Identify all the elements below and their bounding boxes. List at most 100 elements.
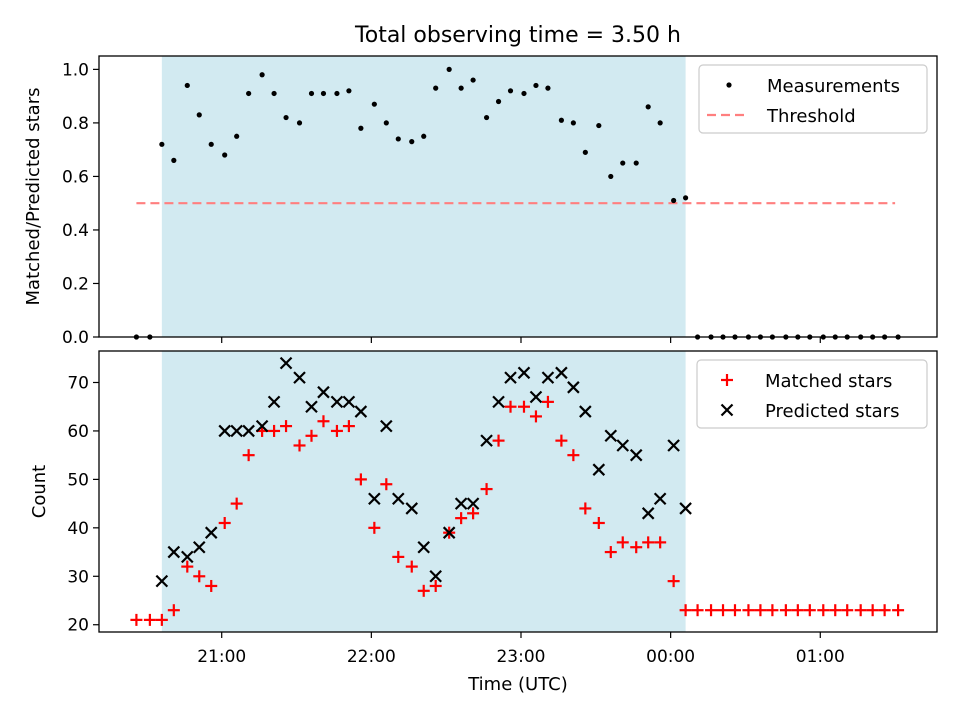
x-stroke <box>629 448 643 462</box>
x-stroke <box>380 419 393 433</box>
y-tick-label: 20 <box>67 616 89 636</box>
data-point <box>779 604 792 617</box>
x-stroke <box>417 540 431 554</box>
legend-label: Measurements <box>767 76 900 97</box>
data-point <box>192 540 206 554</box>
x-stroke <box>517 366 531 380</box>
data-point <box>380 478 393 491</box>
data-point <box>296 120 303 126</box>
x-stroke <box>529 390 543 404</box>
data-point <box>442 526 456 539</box>
x-stroke <box>342 395 356 409</box>
data-point <box>467 507 480 520</box>
data-point <box>218 516 231 529</box>
data-point <box>181 560 194 573</box>
data-point <box>567 381 580 394</box>
y-axis-label: Count <box>29 465 50 518</box>
x-tick-label: 21:00 <box>197 647 246 667</box>
data-point <box>570 120 576 126</box>
data-point <box>620 160 626 166</box>
data-point <box>521 90 527 97</box>
y-tick-label: 0.8 <box>62 114 89 134</box>
data-point <box>492 434 505 447</box>
data-point <box>234 133 240 139</box>
data-point <box>429 570 442 583</box>
data-point <box>305 429 318 442</box>
data-point <box>633 160 639 166</box>
legend-label: Predicted stars <box>765 401 899 422</box>
data-point <box>155 613 168 626</box>
data-point <box>817 604 830 617</box>
data-point <box>866 604 879 617</box>
x-stroke <box>541 371 555 384</box>
data-point <box>167 604 180 617</box>
data-point <box>259 72 265 78</box>
data-point <box>791 604 804 617</box>
x-tick-label: 23:00 <box>496 647 545 667</box>
data-point <box>205 579 218 592</box>
x-stroke <box>466 497 480 510</box>
x-stroke <box>555 366 568 380</box>
data-point <box>642 536 655 549</box>
data-point <box>346 88 352 94</box>
data-point <box>567 449 580 462</box>
legend-box <box>696 359 928 429</box>
data-point <box>629 448 643 462</box>
x-stroke <box>405 502 419 515</box>
data-point <box>691 604 704 617</box>
count-panel: 20 30 40 50 60 70 21:00 22:00 23:00 00:00 01:00 Cou… <box>29 350 938 667</box>
data-point <box>421 133 427 139</box>
x-tick-label: 01:00 <box>796 647 845 667</box>
x-tick-label: 00:00 <box>646 647 695 667</box>
x-stroke <box>429 570 442 583</box>
data-point <box>268 424 281 437</box>
data-point <box>604 546 617 559</box>
x-stroke <box>720 403 734 417</box>
data-point <box>392 550 405 563</box>
data-point <box>317 415 330 428</box>
x-stroke <box>604 429 618 443</box>
data-point <box>446 66 452 72</box>
data-point <box>334 90 340 97</box>
data-point <box>159 141 165 147</box>
x-stroke <box>442 526 456 539</box>
data-point <box>728 604 741 617</box>
data-point <box>483 114 490 121</box>
data-point <box>829 604 842 617</box>
data-point <box>529 410 542 423</box>
data-point <box>766 604 779 617</box>
data-point <box>841 604 854 617</box>
data-point <box>455 512 468 525</box>
data-point <box>742 604 755 617</box>
x-stroke <box>579 405 592 418</box>
data-point <box>196 112 202 118</box>
data-point <box>616 536 629 549</box>
data-point <box>671 197 677 204</box>
data-point <box>330 424 343 437</box>
legend-box <box>698 64 928 134</box>
chart-title: Total observing time = 3.50 h <box>354 23 681 48</box>
data-point <box>171 157 177 163</box>
y-tick-label: 0.0 <box>62 328 89 348</box>
data-point <box>230 497 243 510</box>
data-point <box>208 141 214 147</box>
data-point <box>533 82 539 89</box>
x-stroke <box>155 574 169 588</box>
plot-frame <box>98 55 938 338</box>
data-point <box>507 88 514 94</box>
data-point <box>654 536 667 549</box>
x-stroke <box>616 439 630 452</box>
data-point <box>653 492 667 506</box>
data-point <box>204 526 218 539</box>
legend: Matched stars Predicted stars <box>696 359 928 429</box>
data-point <box>803 604 816 617</box>
data-point <box>630 541 643 554</box>
data-point <box>541 395 554 408</box>
x-stroke <box>230 424 243 438</box>
legend-swatch <box>726 82 732 88</box>
data-point <box>392 492 405 506</box>
data-point <box>405 560 418 573</box>
data-point <box>616 439 630 452</box>
y-tick-label: 40 <box>67 519 89 539</box>
x-stroke <box>192 540 206 554</box>
